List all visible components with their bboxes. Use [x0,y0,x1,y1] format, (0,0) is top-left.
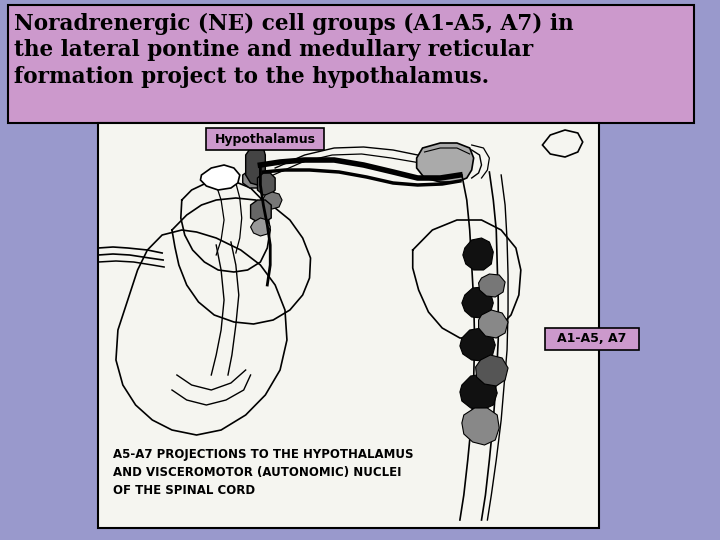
Polygon shape [463,238,493,270]
Polygon shape [462,408,499,445]
Polygon shape [479,274,505,297]
Text: Hypothalamus: Hypothalamus [215,132,316,145]
FancyBboxPatch shape [545,328,639,350]
Polygon shape [460,328,495,361]
Polygon shape [258,173,275,195]
Polygon shape [479,310,508,338]
FancyBboxPatch shape [8,5,694,123]
Polygon shape [246,145,266,185]
Polygon shape [251,218,270,236]
Polygon shape [200,165,240,190]
Polygon shape [476,355,508,386]
Text: Noradrenergic (NE) cell groups (A1-A5, A7) in
the lateral pontine and medullary : Noradrenergic (NE) cell groups (A1-A5, A… [14,13,573,87]
FancyBboxPatch shape [207,128,324,150]
Polygon shape [251,200,271,222]
Polygon shape [243,170,264,188]
Text: A5-A7 PROJECTIONS TO THE HYPOTHALAMUS
AND VISCEROMOTOR (AUTONOMIC) NUCLEI
OF THE: A5-A7 PROJECTIONS TO THE HYPOTHALAMUS AN… [113,448,413,497]
Polygon shape [417,143,474,182]
Polygon shape [262,192,282,209]
Text: A1-A5, A7: A1-A5, A7 [557,333,626,346]
Polygon shape [462,287,493,318]
FancyBboxPatch shape [98,123,600,528]
Polygon shape [460,374,498,410]
